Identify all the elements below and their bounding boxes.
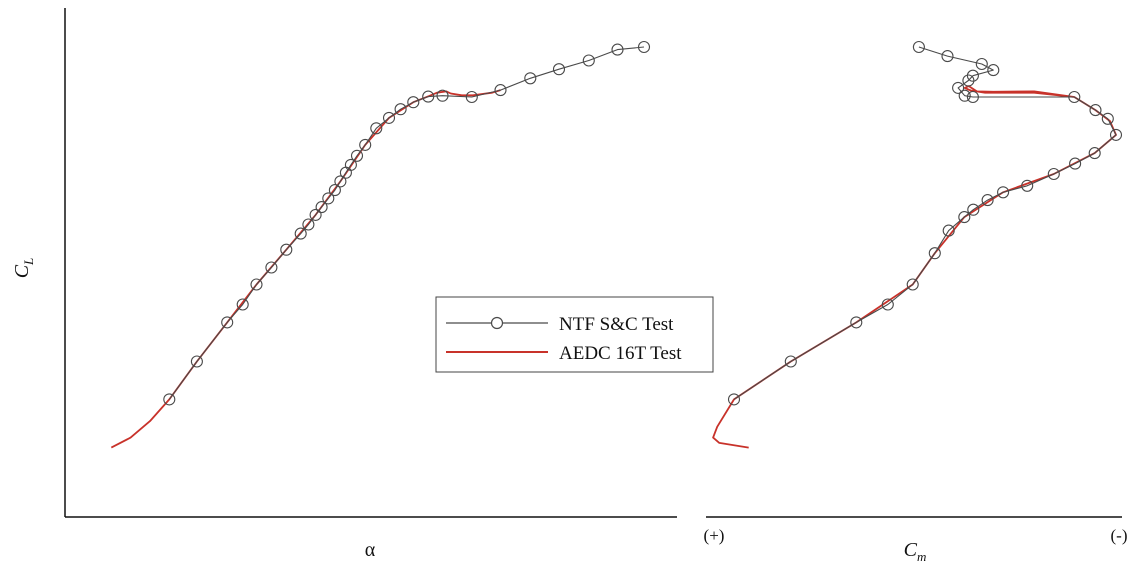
cm-data-point-ntf-20 bbox=[958, 89, 971, 102]
cm-data-point-ntf-26 bbox=[941, 50, 954, 63]
negative-direction-label: (-) bbox=[1111, 526, 1128, 545]
alpha-data-point-ntf-2 bbox=[221, 316, 234, 329]
cm-data-point-ntf-23 bbox=[966, 69, 979, 82]
alpha-data-point-ntf-1 bbox=[190, 355, 203, 368]
alpha-data-point-ntf-4 bbox=[250, 278, 263, 291]
cl-cm-panel: (+) (-) Cm bbox=[704, 40, 1128, 563]
alpha-data-point-ntf-9 bbox=[309, 208, 322, 221]
x-axis-label: α bbox=[365, 539, 376, 561]
x-axis-label: Cm bbox=[904, 539, 927, 563]
alpha-data-point-ntf-3 bbox=[236, 298, 249, 311]
alpha-data-point-ntf-8 bbox=[302, 218, 315, 231]
alpha-data-point-ntf-19 bbox=[382, 111, 396, 124]
alpha-data-point-ntf-29 bbox=[611, 43, 624, 56]
alpha-data-point-ntf-26 bbox=[524, 72, 537, 85]
alpha-data-point-ntf-20 bbox=[394, 103, 407, 116]
alpha-data-point-ntf-22 bbox=[422, 90, 435, 103]
legend-marker-ntf bbox=[490, 316, 504, 330]
cm-data-point-ntf-18 bbox=[1068, 90, 1081, 104]
alpha-series-line-ntf bbox=[168, 46, 645, 400]
cm-data-point-ntf-9 bbox=[981, 194, 994, 207]
alpha-data-point-ntf-10 bbox=[315, 201, 328, 214]
alpha-data-point-ntf-25 bbox=[494, 84, 507, 97]
alpha-data-point-ntf-7 bbox=[294, 227, 307, 240]
cm-data-point-ntf-27 bbox=[912, 40, 925, 54]
cm-data-point-ntf-25 bbox=[975, 57, 988, 71]
cm-data-point-ntf-11 bbox=[1021, 179, 1034, 192]
alpha-data-point-ntf-23 bbox=[436, 89, 449, 102]
cm-series-line-aedc bbox=[712, 85, 1117, 449]
cm-series-line-ntf bbox=[733, 46, 1117, 400]
cm-data-point-ntf-22 bbox=[962, 74, 975, 87]
alpha-data-point-ntf-24 bbox=[465, 90, 478, 104]
legend-label-ntf: NTF S&C Test bbox=[559, 314, 674, 335]
cm-data-point-ntf-5 bbox=[928, 247, 941, 260]
cm-data-point-ntf-21 bbox=[952, 81, 965, 94]
alpha-data-point-ntf-30 bbox=[637, 40, 651, 54]
cm-data-point-ntf-19 bbox=[966, 90, 979, 104]
cm-data-point-ntf-10 bbox=[997, 186, 1010, 199]
cm-data-point-ntf-2 bbox=[850, 316, 863, 329]
alpha-data-point-ntf-0 bbox=[163, 393, 176, 406]
alpha-data-point-ntf-13 bbox=[334, 175, 347, 188]
cm-data-point-ntf-4 bbox=[906, 278, 919, 291]
cm-data-point-ntf-17 bbox=[1089, 104, 1102, 117]
alpha-data-point-ntf-27 bbox=[552, 63, 566, 76]
alpha-data-point-ntf-18 bbox=[370, 122, 383, 135]
legend: NTF S&C Test AEDC 16T Test bbox=[435, 296, 714, 373]
alpha-data-point-ntf-5 bbox=[265, 261, 278, 274]
cm-data-point-ntf-12 bbox=[1047, 167, 1060, 181]
cm-data-point-ntf-14 bbox=[1088, 147, 1101, 160]
positive-direction-label: (+) bbox=[704, 526, 725, 545]
cm-data-point-ntf-15 bbox=[1109, 128, 1123, 141]
cm-data-point-ntf-1 bbox=[784, 355, 797, 368]
alpha-data-point-ntf-15 bbox=[344, 158, 357, 171]
alpha-data-point-ntf-11 bbox=[322, 192, 335, 205]
alpha-data-point-ntf-17 bbox=[359, 138, 372, 151]
alpha-data-point-ntf-16 bbox=[350, 149, 364, 162]
y-axis-label: CL bbox=[11, 258, 36, 279]
cm-data-point-ntf-7 bbox=[958, 211, 971, 224]
alpha-data-point-ntf-6 bbox=[280, 243, 293, 256]
cm-data-point-ntf-16 bbox=[1101, 112, 1114, 125]
cm-data-point-ntf-8 bbox=[967, 203, 980, 216]
cm-data-point-ntf-24 bbox=[987, 64, 1000, 77]
cm-data-point-ntf-13 bbox=[1069, 157, 1082, 170]
cm-data-point-ntf-0 bbox=[727, 393, 741, 406]
legend-box bbox=[435, 296, 714, 373]
alpha-data-point-ntf-21 bbox=[407, 96, 420, 109]
legend-label-aedc: AEDC 16T Test bbox=[559, 343, 682, 364]
cl-alpha-panel: α CL bbox=[11, 8, 677, 561]
cm-data-point-ntf-3 bbox=[881, 298, 894, 311]
cm-data-point-ntf-6 bbox=[942, 224, 955, 237]
alpha-data-point-ntf-28 bbox=[582, 54, 595, 67]
alpha-data-point-ntf-12 bbox=[328, 184, 341, 197]
